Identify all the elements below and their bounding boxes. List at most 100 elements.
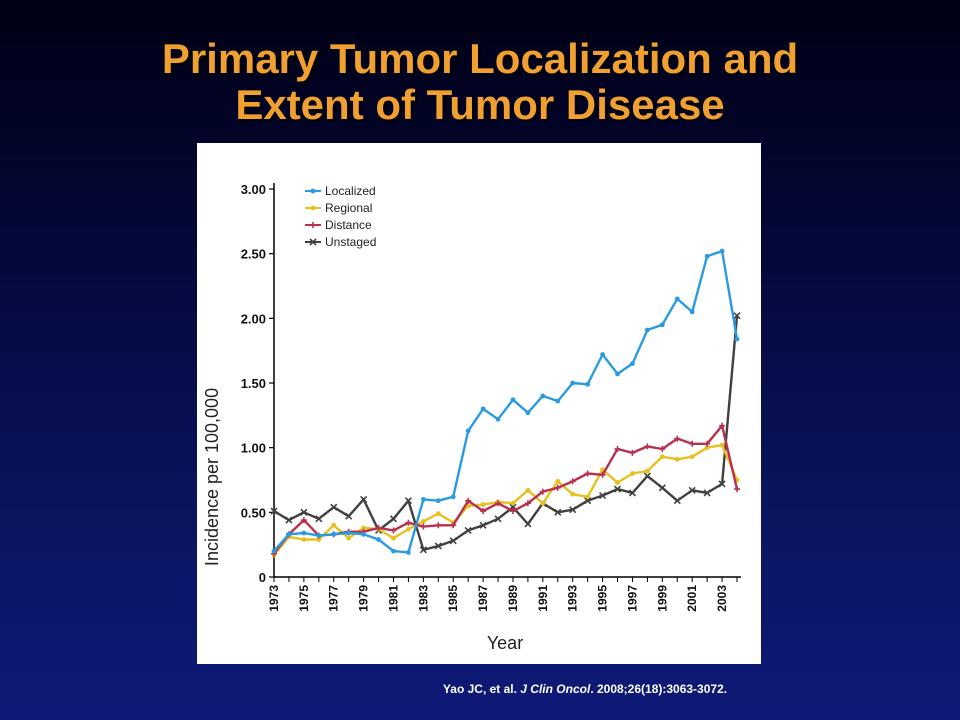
data-point xyxy=(300,517,307,524)
data-point-stroke xyxy=(524,520,532,528)
data-point xyxy=(585,381,591,387)
data-point-stroke xyxy=(419,546,427,554)
x-tick-label: 1979 xyxy=(357,585,371,612)
citation-journal: J Clin Oncol xyxy=(520,682,591,696)
data-point xyxy=(479,521,487,529)
data-point xyxy=(673,497,681,505)
data-point-stroke xyxy=(360,495,368,503)
y-tick-label: 0.50 xyxy=(241,505,266,520)
citation: Yao JC, et al. J Clin Oncol. 2008;26(18)… xyxy=(0,682,960,696)
y-tick-label: 2.50 xyxy=(241,247,266,262)
x-tick-label: 2003 xyxy=(715,585,729,612)
legend-item-localized: Localized xyxy=(305,184,376,198)
data-point xyxy=(703,489,711,497)
legend-label: Distance xyxy=(325,218,372,232)
data-point xyxy=(420,518,426,524)
series-regional xyxy=(271,442,740,558)
data-point-stroke xyxy=(434,542,442,550)
chart-axes: 0 0.50 1.00 1.50 2.00 2.50 3.00 1973 1975 1977 197… xyxy=(241,182,741,612)
data-point xyxy=(450,494,456,500)
y-tick-label: 1.50 xyxy=(241,376,266,391)
data-point xyxy=(674,435,681,442)
data-point xyxy=(315,515,323,523)
data-point xyxy=(435,498,441,504)
data-point xyxy=(330,503,338,511)
data-point xyxy=(316,533,322,539)
data-point-stroke xyxy=(658,484,666,492)
data-point-stroke xyxy=(285,516,293,524)
data-point xyxy=(719,442,725,448)
data-point-stroke xyxy=(569,506,577,514)
data-point xyxy=(405,519,412,526)
data-point xyxy=(524,500,531,507)
data-point xyxy=(689,440,696,447)
data-point xyxy=(510,500,516,506)
data-point xyxy=(361,525,367,531)
data-point xyxy=(570,491,576,497)
x-tick-label: 1975 xyxy=(297,585,311,612)
data-point-stroke xyxy=(718,480,726,488)
y-tick-label: 1.00 xyxy=(241,441,266,456)
data-point xyxy=(689,454,695,460)
x-tick-label: 2001 xyxy=(685,585,699,612)
data-point xyxy=(719,248,725,254)
data-point xyxy=(525,410,531,416)
data-point xyxy=(599,471,606,478)
data-point xyxy=(569,478,576,485)
data-point-stroke xyxy=(479,521,487,529)
data-point xyxy=(630,471,635,476)
data-point-stroke xyxy=(733,312,741,320)
data-point xyxy=(659,322,665,328)
data-point xyxy=(404,497,412,505)
data-point xyxy=(615,480,620,485)
data-point-stroke xyxy=(300,508,308,516)
data-point xyxy=(659,445,666,452)
data-point xyxy=(554,508,562,516)
data-point xyxy=(613,485,622,493)
data-point xyxy=(509,508,516,515)
y-tick-label: 3.00 xyxy=(241,182,266,197)
data-point xyxy=(494,515,502,523)
data-point xyxy=(450,522,457,529)
data-point xyxy=(733,312,741,320)
data-point xyxy=(719,422,726,429)
data-point-stroke xyxy=(315,515,323,523)
data-point xyxy=(585,494,591,500)
data-point xyxy=(310,205,316,211)
x-tick-label: 1997 xyxy=(625,585,639,612)
data-point xyxy=(360,495,368,503)
data-point xyxy=(584,470,591,477)
citation-authors: Yao JC, et al. xyxy=(442,682,521,696)
data-point xyxy=(569,506,577,514)
data-point xyxy=(465,497,472,504)
data-point-stroke xyxy=(613,485,622,493)
data-point xyxy=(495,500,502,507)
data-point xyxy=(674,296,680,302)
series-line-localized xyxy=(273,249,739,554)
x-tick-label: 1991 xyxy=(536,585,550,612)
data-point xyxy=(435,511,441,517)
data-point-stroke xyxy=(599,491,607,500)
series-distance xyxy=(271,422,740,557)
data-point xyxy=(628,489,637,497)
y-axis-label: Incidence per 100,000 xyxy=(202,388,222,566)
data-point xyxy=(420,497,426,502)
data-point xyxy=(524,520,532,528)
y-tick-label: 2.00 xyxy=(241,311,266,326)
data-point-stroke xyxy=(330,503,338,511)
data-point xyxy=(734,336,740,342)
legend-item-regional: Regional xyxy=(305,201,372,215)
data-point xyxy=(391,548,396,554)
data-point xyxy=(734,486,740,493)
data-point xyxy=(718,480,726,488)
data-point xyxy=(644,327,650,333)
data-point xyxy=(539,488,546,495)
data-point xyxy=(286,531,292,537)
x-tick-label: 1987 xyxy=(476,585,490,612)
data-point xyxy=(570,380,576,386)
data-point-stroke xyxy=(643,472,651,480)
data-point xyxy=(270,507,278,515)
data-point xyxy=(644,443,651,450)
y-tick-label: 0 xyxy=(259,570,266,585)
series-line-regional xyxy=(273,443,739,556)
